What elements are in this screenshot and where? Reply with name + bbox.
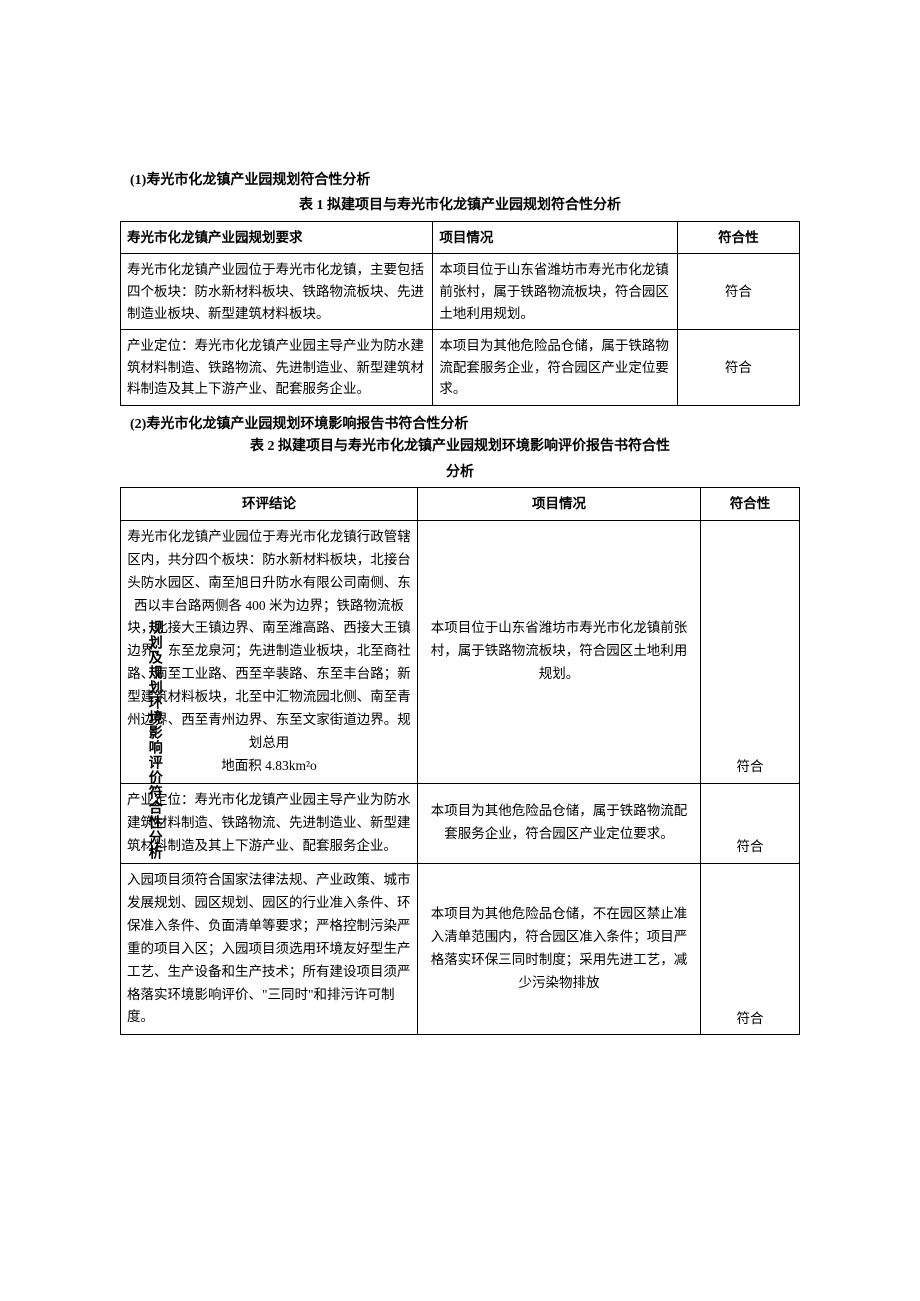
table1-header-col1: 寿光市化龙镇产业园规划要求 xyxy=(121,221,433,254)
vertical-section-label: 规划及规划环境影响评价符合性分析 xyxy=(145,620,162,860)
table2-header-col2: 项目情况 xyxy=(418,488,701,521)
table1-cell: 本项目位于山东省潍坊市寿光市化龙镇前张村，属于铁路物流板块，符合园区土地利用规划… xyxy=(433,254,677,330)
table2-header-col1: 环评结论 xyxy=(121,488,418,521)
table1-title: 表 1 拟建项目与寿光市化龙镇产业园规划符合性分析 xyxy=(120,195,800,217)
table1-header-col3: 符合性 xyxy=(677,221,799,254)
table2-title-line1: 表 2 拟建项目与寿光市化龙镇产业园规划环境影响评价报告书符合性 xyxy=(120,436,800,458)
table-row: 产业定位：寿光市化龙镇产业园主导产业为防水建筑材料制造、铁路物流、先进制造业、新… xyxy=(121,784,800,864)
table1-cell: 符合 xyxy=(677,330,799,406)
section2-title: (2)寿光市化龙镇产业园规划环境影响报告书符合性分析 xyxy=(130,414,800,436)
table-row: 产业定位：寿光市化龙镇产业园主导产业为防水建筑材料制造、铁路物流、先进制造业、新… xyxy=(121,330,800,406)
table1-cell: 产业定位：寿光市化龙镇产业园主导产业为防水建筑材料制造、铁路物流、先进制造业、新… xyxy=(121,330,433,406)
table2-row0-req: 寿光市化龙镇产业园位于寿光市化龙镇行政管辖区内，共分四个板块：防水新材料板块，北… xyxy=(127,529,411,750)
table2-title-line2: 分析 xyxy=(120,462,800,484)
table1-cell: 符合 xyxy=(677,254,799,330)
section1-title: (1)寿光市化龙镇产业园规划符合性分析 xyxy=(130,170,800,192)
table-row: 入园项目须符合国家法律法规、产业政策、城市发展规划、园区规划、园区的行业准入条件… xyxy=(121,863,800,1035)
table1: 寿光市化龙镇产业园规划要求 项目情况 符合性 寿光市化龙镇产业园位于寿光市化龙镇… xyxy=(120,221,800,406)
table2-cell: 入园项目须符合国家法律法规、产业政策、城市发展规划、园区规划、园区的行业准入条件… xyxy=(121,863,418,1035)
table2-cell: 本项目位于山东省潍坊市寿光市化龙镇前张村，属于铁路物流板块，符合园区土地利用规划… xyxy=(418,520,701,783)
table1-cell: 寿光市化龙镇产业园位于寿光市化龙镇，主要包括四个板块：防水新材料板块、铁路物流板… xyxy=(121,254,433,330)
table2-header-col3: 符合性 xyxy=(700,488,799,521)
table1-cell: 本项目为其他危险品仓储，属于铁路物流配套服务企业，符合园区产业定位要求。 xyxy=(433,330,677,406)
table1-header-row: 寿光市化龙镇产业园规划要求 项目情况 符合性 xyxy=(121,221,800,254)
table2-cell: 本项目为其他危险品仓储，属于铁路物流配套服务企业，符合园区产业定位要求。 xyxy=(418,784,701,864)
table2-cell: 符合 xyxy=(700,520,799,783)
table2-header-row: 环评结论 项目情况 符合性 xyxy=(121,488,800,521)
table2-cell: 产业定位：寿光市化龙镇产业园主导产业为防水建筑材料制造、铁路物流、先进制造业、新… xyxy=(121,784,418,864)
table-row: 寿光市化龙镇产业园位于寿光市化龙镇行政管辖区内，共分四个板块：防水新材料板块，北… xyxy=(121,520,800,783)
table2-cell: 符合 xyxy=(700,863,799,1035)
table2-cell: 寿光市化龙镇产业园位于寿光市化龙镇行政管辖区内，共分四个板块：防水新材料板块，北… xyxy=(121,520,418,783)
table2-cell: 符合 xyxy=(700,784,799,864)
table2: 环评结论 项目情况 符合性 寿光市化龙镇产业园位于寿光市化龙镇行政管辖区内，共分… xyxy=(120,487,800,1035)
table2-row0-req-line2: 地面积 4.83km²o xyxy=(221,758,317,773)
table-row: 寿光市化龙镇产业园位于寿光市化龙镇，主要包括四个板块：防水新材料板块、铁路物流板… xyxy=(121,254,800,330)
table1-header-col2: 项目情况 xyxy=(433,221,677,254)
table2-cell: 本项目为其他危险品仓储，不在园区禁止准入清单范围内，符合园区准入条件；项目严格落… xyxy=(418,863,701,1035)
